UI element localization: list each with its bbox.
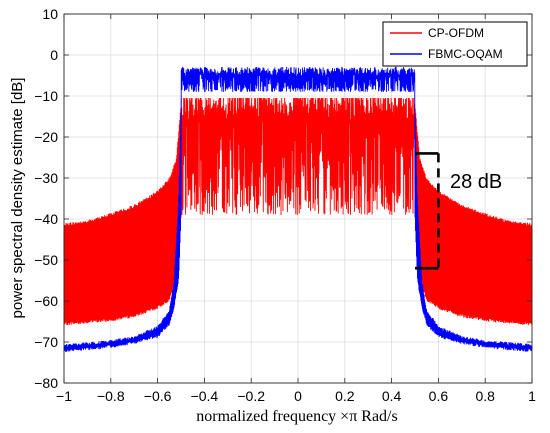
x-tick-label-6: 0.2 xyxy=(335,388,355,404)
y-tick-label-3: −20 xyxy=(34,129,58,145)
y-tick-label-6: −50 xyxy=(34,252,58,268)
y-axis-title: power spectral density estimate [dB] xyxy=(9,78,26,319)
x-tick-label-8: 0.6 xyxy=(429,388,449,404)
y-tick-label-7: −60 xyxy=(34,293,58,309)
y-tick-label-1: 0 xyxy=(50,47,58,63)
x-tick-label-1: −0.8 xyxy=(97,388,125,404)
x-tick-label-0: −1 xyxy=(56,388,72,404)
y-tick-label-0: 10 xyxy=(42,6,58,22)
x-tick-label-10: 1 xyxy=(528,388,536,404)
annotation-28db: 28 dB xyxy=(450,171,502,193)
series-line-fbmc-oqam xyxy=(63,66,533,352)
x-tick-label-9: 0.8 xyxy=(475,388,495,404)
series-layer xyxy=(63,66,533,352)
y-tick-label-2: −10 xyxy=(34,88,58,104)
x-tick-label-3: −0.4 xyxy=(191,388,219,404)
legend-box xyxy=(382,21,528,67)
x-tick-label-4: −0.2 xyxy=(237,388,265,404)
x-tick-label-5: 0 xyxy=(294,388,302,404)
axes: −1 −0.8 −0.6 −0.4 −0.2 0 0.2 0.4 0.6 0.8 1 10 0 −10 −2… xyxy=(34,6,536,404)
legend: CP-OFDM FBMC-OQAM xyxy=(382,21,528,67)
legend-label-cp-ofdm: CP-OFDM xyxy=(428,26,484,40)
annotation-layer xyxy=(415,152,440,270)
y-tick-label-8: −70 xyxy=(34,334,58,350)
y-tick-label-9: −80 xyxy=(34,375,58,391)
x-tick-label-2: −0.6 xyxy=(144,388,172,404)
y-tick-label-4: −30 xyxy=(34,170,58,186)
y-tick-label-5: −40 xyxy=(34,211,58,227)
x-tick-label-7: 0.4 xyxy=(382,388,402,404)
x-axis-title: normalized frequency ×π Rad/s xyxy=(196,408,397,425)
series-line-cp-ofdm xyxy=(63,98,533,326)
legend-label-fbmc-oqam: FBMC-OQAM xyxy=(428,47,503,61)
